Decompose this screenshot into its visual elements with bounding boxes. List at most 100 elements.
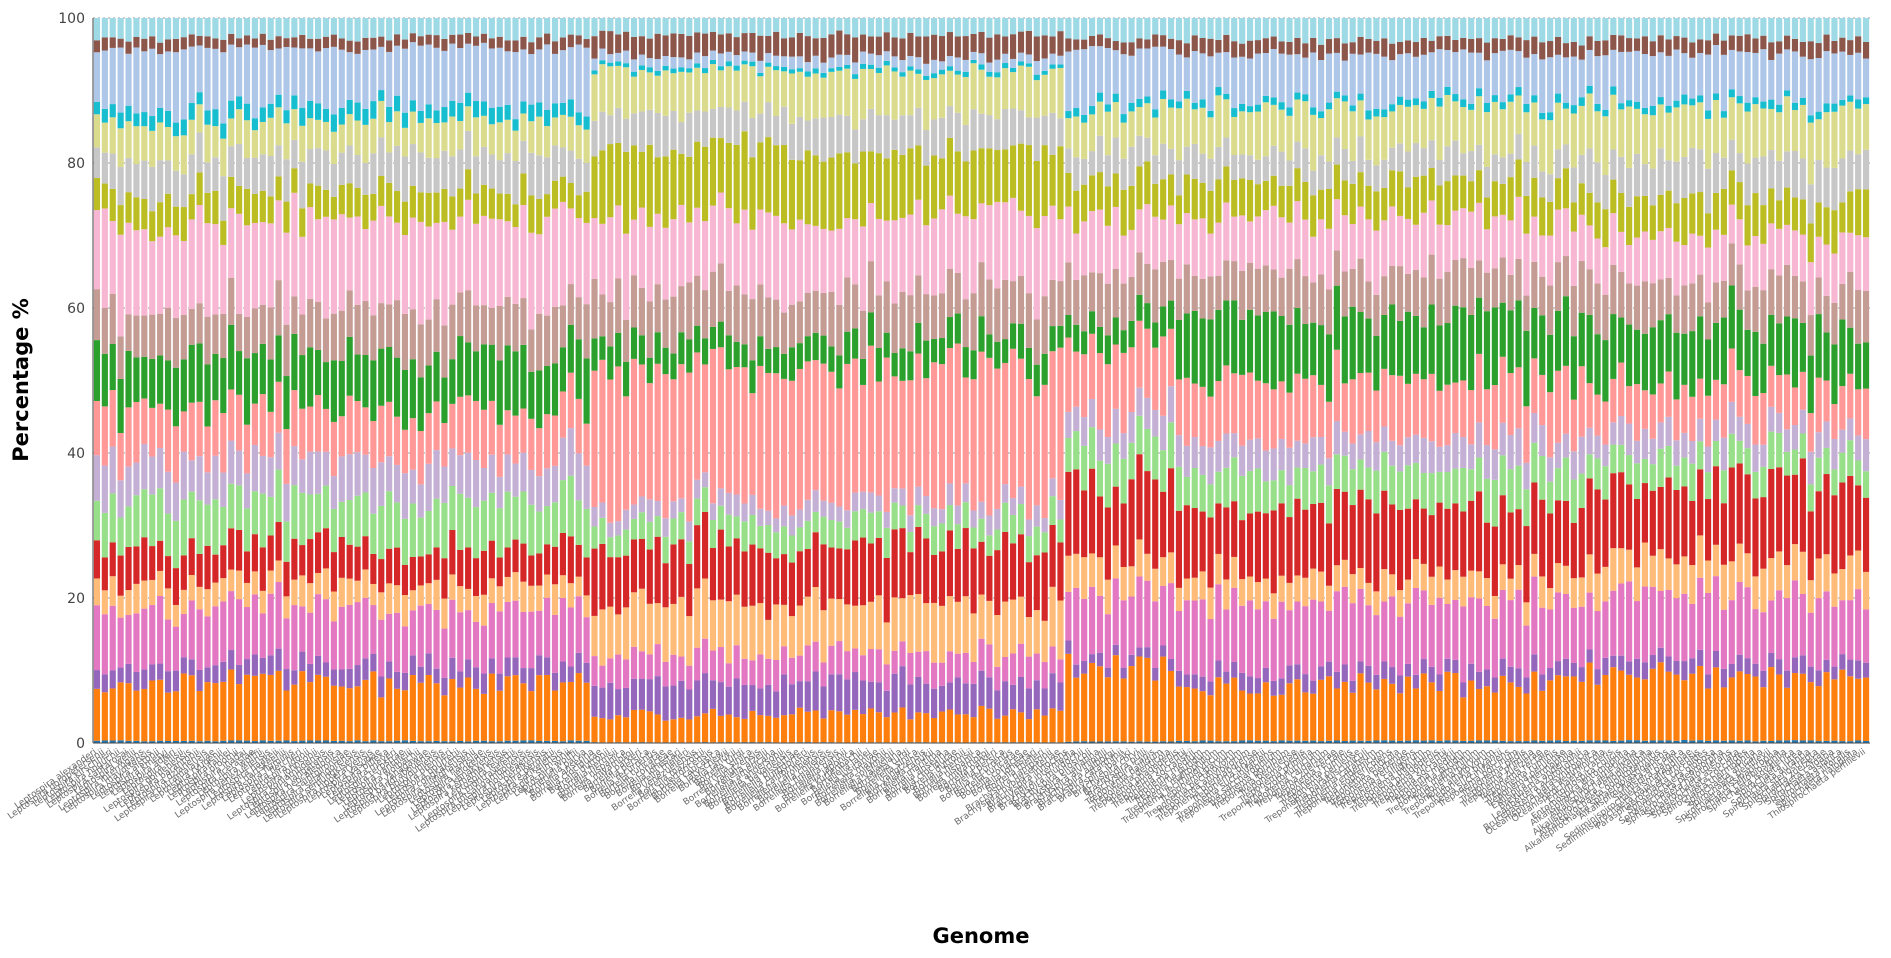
bar-segment [1167, 583, 1175, 660]
bar-segment [1144, 204, 1151, 265]
bar-segment [449, 156, 456, 197]
bar-segment [504, 676, 511, 741]
bar-segment [338, 686, 345, 741]
bar-segment [465, 610, 472, 660]
bar-segment [378, 175, 385, 206]
bar-segment [1041, 518, 1048, 533]
bar-segment [1847, 271, 1854, 328]
bar-segment [1175, 587, 1183, 611]
bar-segment [1515, 589, 1522, 669]
bar-segment [1373, 740, 1380, 743]
bar-segment [1665, 112, 1672, 161]
bar-segment [1310, 195, 1317, 237]
bar-segment [1862, 662, 1870, 678]
bar-segment [686, 222, 693, 283]
bar-segment [220, 358, 227, 414]
bar-segment [702, 73, 709, 112]
bar-segment [1768, 99, 1775, 109]
bar-segment [1768, 18, 1775, 43]
bar-segment [93, 400, 101, 456]
bar-segment [228, 528, 235, 570]
bar-segment [1262, 383, 1269, 451]
bar-segment [1618, 156, 1625, 193]
bar-segment [646, 38, 653, 59]
bar-segment [1136, 576, 1143, 648]
bar-segment [1712, 650, 1720, 668]
bar-segment [915, 712, 922, 743]
bar-segment [1783, 687, 1791, 741]
bar-segment [923, 651, 930, 684]
bar-segment [575, 297, 582, 340]
bar-segment [354, 102, 361, 121]
bar-segment [733, 18, 740, 38]
bar-segment [1357, 136, 1364, 173]
bar-segment [859, 34, 867, 52]
bar-segment [1365, 119, 1372, 160]
bar-segment [1389, 667, 1396, 684]
bar-segment [1610, 94, 1617, 150]
bar-segment [773, 532, 780, 559]
bar-segment [117, 433, 124, 481]
bar-segment [204, 589, 211, 617]
bar-segment [551, 690, 559, 741]
bar-segment [512, 52, 519, 120]
bar-segment [441, 423, 448, 467]
bar-segment [1633, 153, 1641, 197]
bar-segment [417, 517, 424, 557]
bar-segment [1128, 18, 1135, 43]
bar-segment [1357, 489, 1364, 569]
bar-segment [1657, 97, 1664, 105]
bar-segment [986, 555, 993, 601]
bar-segment [1791, 449, 1799, 475]
bar-segment [409, 217, 416, 310]
bar-segment [204, 18, 211, 37]
bar-segment [149, 407, 156, 457]
bar-segment [1523, 161, 1530, 196]
bar-segment [1025, 519, 1032, 537]
bar-segment [1649, 655, 1656, 669]
bar-segment [1610, 34, 1617, 50]
bar-segment [164, 409, 172, 472]
bar-segment [1325, 161, 1333, 189]
bar-segment [1104, 579, 1111, 615]
bar-segment [1223, 507, 1230, 580]
bar-segment [1539, 674, 1546, 691]
bar-segment [994, 59, 1001, 73]
bar-segment [1554, 370, 1562, 443]
bar-segment [243, 316, 251, 359]
bar-segment [172, 235, 180, 319]
bar-segment [836, 114, 843, 154]
bar-segment [322, 121, 330, 151]
bar-segment [1002, 531, 1009, 602]
bar-segment [496, 611, 503, 674]
bar-segment [1286, 392, 1293, 448]
bar-segment [449, 34, 456, 44]
bar-segment [1231, 373, 1238, 434]
bar-segment [1499, 50, 1506, 103]
bar-segment [662, 374, 669, 519]
bar-segment [1791, 18, 1799, 39]
bar-segment [133, 357, 140, 402]
bar-segment [1452, 260, 1459, 306]
bar-segment [291, 579, 298, 606]
bar-segment [1310, 503, 1317, 569]
bar-segment [638, 335, 645, 365]
bar-segment [1689, 42, 1696, 58]
bar-segment [646, 67, 653, 73]
bar-segment [307, 298, 314, 348]
bar-segment [1460, 697, 1467, 741]
bar-segment [1839, 105, 1846, 159]
bar-segment [1160, 46, 1167, 91]
bar-segment [686, 372, 693, 522]
bar-segment [1428, 604, 1435, 667]
bar-segment [401, 518, 409, 565]
bar-segment [804, 520, 811, 550]
bar-segment [1523, 462, 1530, 490]
bar-segment [1523, 526, 1530, 603]
bar-segment [559, 480, 566, 533]
bar-segment [804, 18, 811, 37]
bar-segment [1167, 552, 1175, 584]
bar-segment [591, 685, 598, 717]
bar-segment [567, 740, 574, 743]
bar-segment [141, 112, 148, 127]
